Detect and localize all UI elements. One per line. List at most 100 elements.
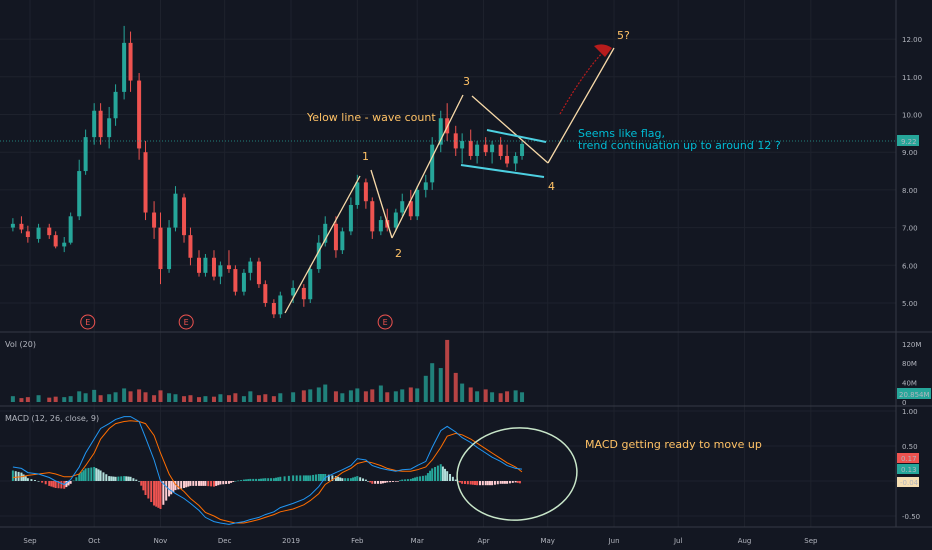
event-marker-label: E: [184, 318, 189, 327]
volume-bar: [520, 392, 525, 402]
volume-bar: [107, 394, 112, 402]
candle-body: [248, 261, 253, 273]
macd-histogram-bar: [123, 476, 126, 481]
candle-body: [107, 118, 112, 138]
macd-histogram-bar: [391, 481, 394, 482]
volume-bar: [291, 392, 296, 402]
macd-histogram-bar: [319, 474, 322, 481]
volume-bar: [226, 395, 231, 402]
macd-histogram-bar: [200, 481, 203, 486]
macd-histogram-bar: [307, 475, 310, 481]
volume-bar: [137, 389, 142, 402]
macd-histogram-bar: [275, 477, 278, 481]
macd-histogram-bar: [493, 481, 496, 485]
macd-histogram-bar: [331, 475, 334, 481]
macd-histogram-bar: [429, 470, 432, 481]
macd-histogram-bar: [230, 481, 233, 483]
candle-body: [113, 91, 118, 119]
candle-body: [233, 269, 238, 292]
macd-histogram-bar: [354, 476, 357, 481]
volume-bar: [490, 392, 495, 402]
macd-histogram-bar: [227, 481, 230, 484]
wave-path-5: [547, 47, 615, 164]
macd-histogram-bar: [451, 476, 454, 481]
macd-histogram-bar: [187, 481, 190, 487]
candle-body: [47, 227, 52, 236]
macd-histogram-bar: [501, 481, 504, 484]
macd-tick-label: 1.00: [902, 408, 918, 416]
macd-histogram-bar: [99, 470, 102, 481]
volume-bar: [355, 388, 360, 402]
candle-body: [490, 144, 495, 153]
candle-body: [438, 118, 443, 145]
macd-histogram-bar: [87, 467, 90, 481]
macd-histogram-bar: [426, 473, 429, 481]
macd-histogram-bar: [473, 481, 476, 485]
candle-body: [400, 201, 405, 213]
volume-bar: [25, 397, 30, 402]
macd-histogram-bar: [97, 469, 100, 481]
time-tick-label: Jul: [673, 537, 683, 545]
volume-bar: [468, 387, 473, 402]
macd-histogram-bar: [132, 478, 135, 481]
macd-histogram-bar: [219, 481, 222, 485]
macd-histogram-bar: [217, 481, 220, 486]
macd-histogram-bar: [503, 481, 506, 484]
volume-bar: [323, 384, 328, 402]
volume-bar: [378, 385, 383, 402]
macd-histogram-bar: [404, 479, 407, 481]
macd-histogram-bar: [30, 479, 33, 481]
volume-bar: [128, 391, 133, 402]
volume-bar: [483, 389, 488, 402]
macd-histogram-bar: [396, 481, 399, 482]
macd-histogram-bar: [33, 480, 36, 481]
wave-title: Yelow line - wave count: [306, 111, 436, 124]
volume-bar: [92, 389, 97, 402]
macd-histogram-bar: [90, 467, 93, 481]
time-tick-label: Mar: [411, 537, 424, 545]
candle-body: [291, 287, 296, 296]
macd-histogram-bar: [234, 481, 237, 482]
macd-histogram-bar: [185, 481, 188, 488]
volume-tick-label: 40M: [902, 380, 917, 388]
macd-histogram-bar: [369, 481, 372, 483]
macd-histogram-bar: [264, 478, 267, 481]
candle-body: [137, 80, 142, 149]
candle-body: [36, 227, 41, 239]
signal-last-badge: [897, 464, 919, 474]
event-marker-icon: [377, 314, 393, 330]
macd-histogram-bar: [155, 481, 158, 507]
macd-histogram-bar: [260, 478, 263, 481]
volume-last-label: 20.854M: [899, 391, 930, 399]
macd-histogram-bar: [245, 479, 248, 481]
macd-histogram-bar: [421, 475, 424, 481]
macd-histogram-bar: [362, 478, 365, 481]
candle-body: [68, 216, 73, 243]
price-tick-label: 12.00: [902, 36, 922, 44]
volume-bar: [460, 383, 465, 402]
volume-bar: [53, 396, 58, 402]
volume-bar: [10, 396, 15, 402]
macd-histogram-bar: [484, 481, 487, 486]
volume-bar: [188, 395, 193, 402]
price-axis: 5.00 6.00 7.00 8.00 9.00 10.00 11.00 12.00: [902, 36, 922, 308]
macd-histogram-bar: [496, 481, 499, 485]
candle-body: [128, 42, 133, 81]
macd-histogram-bar: [198, 481, 201, 486]
macd-histogram-bar: [247, 479, 250, 481]
candle-body: [460, 140, 465, 149]
volume-bar: [393, 391, 398, 402]
macd-histogram-bar: [41, 481, 44, 483]
macd-histogram-bar: [292, 475, 295, 481]
volume-bar: [233, 393, 238, 402]
candle-body: [453, 133, 458, 149]
macd-histogram-bar: [476, 481, 479, 486]
macd-histogram-bar: [302, 475, 305, 481]
candle-body: [263, 284, 268, 303]
macd-histogram-bar: [60, 481, 63, 489]
macd-histogram-bar: [347, 478, 350, 481]
macd-histogram-bar: [279, 476, 282, 481]
macd-histogram-bar: [309, 475, 312, 481]
candle-body: [408, 201, 413, 217]
